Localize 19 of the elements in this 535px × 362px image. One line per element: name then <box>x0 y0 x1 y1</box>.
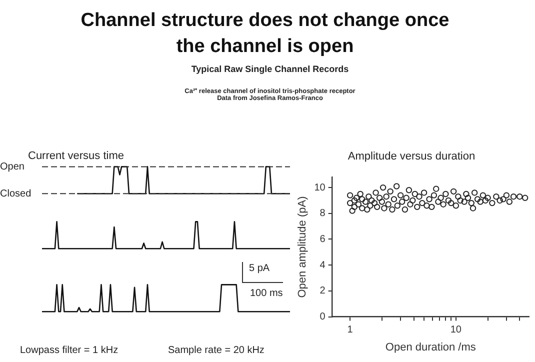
x-axis-title: Open duration /ms <box>385 341 476 354</box>
x-tick-label: 1 <box>347 324 354 336</box>
chart-title: Current versus time <box>28 150 124 162</box>
text: Lowpass filter = 1 kHz <box>20 345 118 356</box>
y-tick-label: 10 <box>314 182 326 194</box>
chart-title: Amplitude versus duration <box>348 150 476 163</box>
text: Channel structure does not change once the channel is open <box>80 9 450 59</box>
y-tick-label: 6 <box>320 234 326 245</box>
ref-line-label: Open <box>0 161 24 172</box>
y-tick-label: 0 <box>320 312 326 323</box>
text: Sample rate = 20 kHz <box>168 345 264 356</box>
y-tick-label: 8 <box>320 208 326 220</box>
text: 5 pA <box>249 263 270 274</box>
y-tick-label: 4 <box>320 260 326 271</box>
ref-line-label: Closed <box>0 188 32 200</box>
y-axis-title: Open amplitude (pA) <box>296 196 309 298</box>
annotation: 100 ms <box>250 288 283 299</box>
text: Typical Raw Single Channel Records <box>190 64 350 74</box>
y-tick-label: 2 <box>320 286 326 297</box>
